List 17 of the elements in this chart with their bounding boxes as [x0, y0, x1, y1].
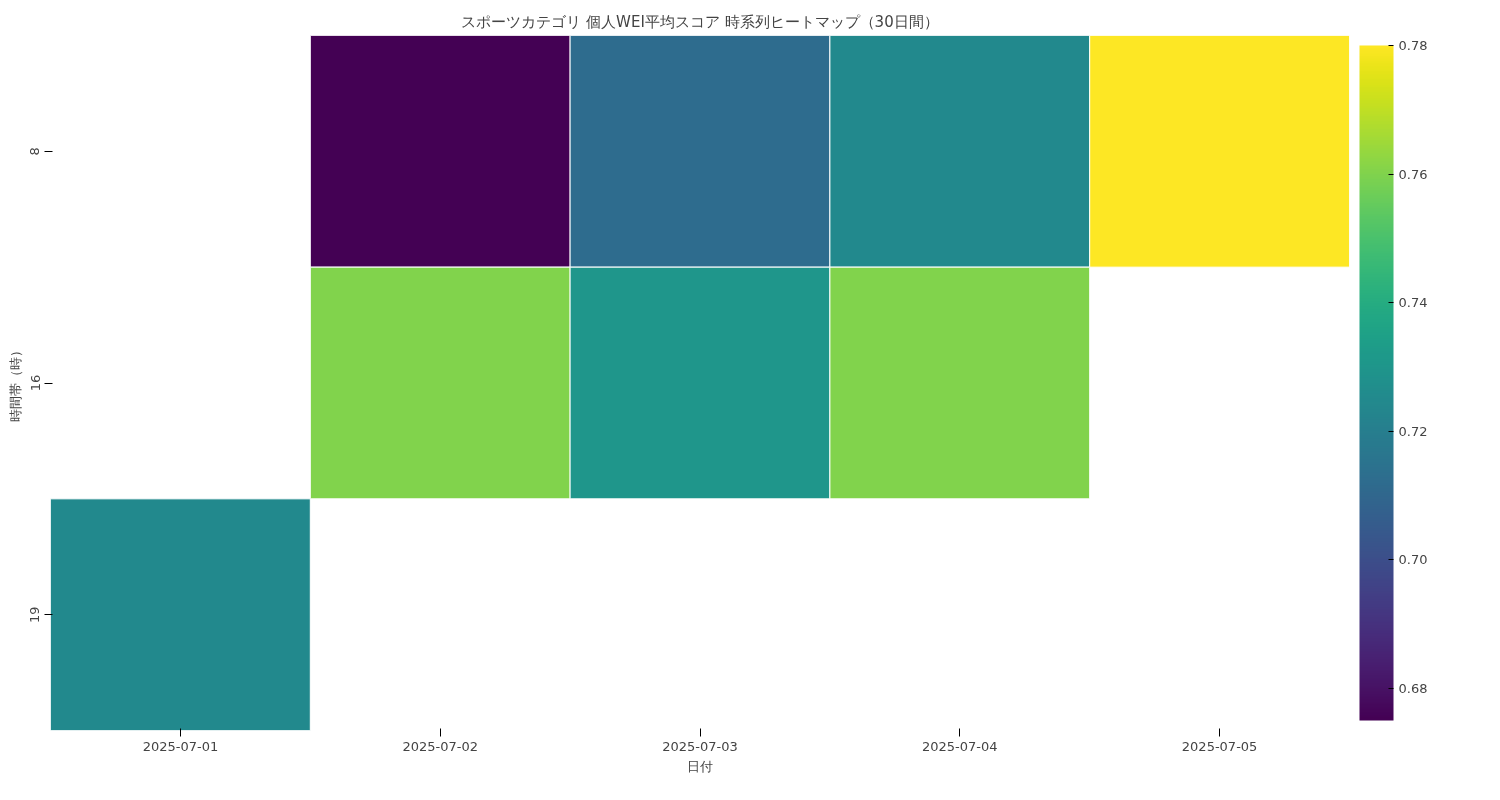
y-tick-label: 16 — [27, 374, 43, 392]
x-tick-label: 2025-07-03 — [662, 738, 738, 754]
y-tick-label: 19 — [27, 606, 43, 623]
color-bar-label: 0.68 — [1398, 680, 1428, 696]
x-tick-label: 2025-07-01 — [142, 738, 219, 754]
color-bar-label: 0.74 — [1398, 295, 1428, 311]
x-tick-label: 2025-07-05 — [1181, 738, 1258, 754]
color-bar-label: 0.78 — [1398, 38, 1428, 53]
y-axis-title: 時間帯（時） — [7, 344, 23, 422]
x-axis-title: 日付 — [687, 758, 713, 774]
color-bar-label: 0.76 — [1398, 166, 1428, 182]
chart-title: スポーツカテゴリ 個人WEI平均スコア 時系列ヒートマップ（30日間） — [461, 12, 939, 31]
x-tick-label: 2025-07-02 — [402, 738, 478, 754]
y-tick-label: 8 — [27, 147, 43, 156]
color-bar-label: 0.70 — [1398, 552, 1428, 568]
color-bar-label: 0.72 — [1398, 423, 1428, 439]
x-tick-label: 2025-07-04 — [922, 738, 998, 754]
